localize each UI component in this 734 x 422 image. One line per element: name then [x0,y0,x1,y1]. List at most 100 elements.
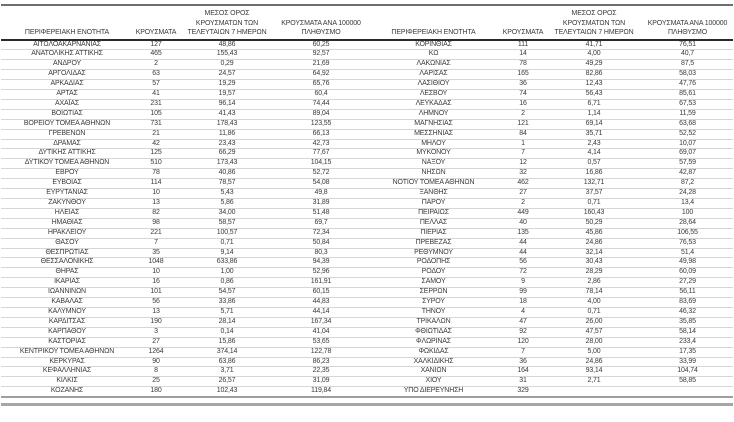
cases-cell: 98 [133,218,179,229]
per100k-cell: 65,76 [275,79,367,91]
region-cell: ΜΥΚΟΝΟΥ [367,148,500,160]
region-cell: ΗΜΑΘΙΑΣ [1,218,133,229]
table-row: ΗΜΑΘΙΑΣ 98 58,57 69,7 ΠΕΛΛΑΣ 40 50,29 28,64 [1,218,733,229]
cases-cell: 36 [500,357,546,368]
avg7-cell: 49,29 [546,59,642,71]
per100k-cell: 89,04 [275,109,367,120]
per100k-cell: 52,52 [642,129,733,140]
table-row: ΚΕΝΤΡΙΚΟΥ ΤΟΜΕΑ ΑΘΗΝΩΝ 1264 374,14 122,78 ΦΩ… [1,347,733,358]
cases-cell: 165 [500,69,546,81]
region-cell: ΛΑΚΩΝΙΑΣ [367,59,500,71]
per100k-cell: 64,92 [275,69,367,81]
avg7-cell: 63,86 [179,357,275,368]
table-row: ΒΟΙΩΤΙΑΣ 105 41,43 89,04 ΛΗΜΝΟΥ 2 1,14 11,59 [1,109,733,120]
avg7-cell: 24,86 [546,238,642,249]
table-row: ΔΥΤΙΚΗΣ ΑΤΤΙΚΗΣ 125 66,29 77,67 ΜΥΚΟΝΟΥ 7 4,14… [1,148,733,160]
avg7-header-line3: ΤΕΛΕΥΤΑΙΩΝ 7 ΗΜΕΡΩΝ [554,29,634,36]
per100k-cell: 22,35 [275,366,367,378]
table-row: ΘΕΣΣΑΛΟΝΙΚΗΣ 1048 633,86 94,39 ΡΟΔΟΠΗΣ 56 30,4… [1,257,733,269]
cases-cell: 120 [500,337,546,348]
cases-cell: 82 [133,208,179,219]
cases-cell: 231 [133,99,179,110]
region-cell: ΙΩΑΝΝΙΝΩΝ [1,287,133,299]
avg7-cell: 96,14 [179,99,275,110]
table-row: ΒΟΡΕΙΟΥ ΤΟΜΕΑ ΑΘΗΝΩΝ 731 178,43 123,55 ΜΑΓΝΗ… [1,119,733,130]
avg7-cell: 15,86 [179,337,275,348]
cases-cell: 121 [500,119,546,130]
per100k-cell: 94,39 [275,257,367,269]
avg7-cell: 100,57 [179,228,275,239]
per100k-cell: 10,07 [642,139,733,150]
bottom-rule [1,403,733,407]
avg7-cell: 0,29 [179,59,275,71]
table-header: ΠΕΡΙΦΕΡΕΙΑΚΗ ΕΝΟΤΗΤΑ ΚΡΟΥΣΜΑΤΑ ΜΕΣΟΣ ΟΡΟ… [1,5,733,41]
per100k-cell: 31,09 [275,376,367,388]
avg7-header-line2: ΚΡΟΥΣΜΑΤΩΝ ΤΩΝ [562,19,626,27]
per100k-cell: 56,11 [642,287,733,299]
avg7-cell: 0,71 [179,238,275,249]
cases-cell: 40 [500,218,546,229]
per100k-cell: 40,7 [642,49,733,61]
cases-cell: 74 [500,89,546,100]
table-row: ΑΧΑΪΑΣ 231 96,14 74,44 ΛΕΥΚΑΔΑΣ 16 6,71 67,53 [1,99,733,110]
cases-cell: 18 [500,297,546,308]
cases-cell: 13 [133,198,179,209]
per100k-cell: 60,09 [642,267,733,279]
region-cell: ΠΕΙΡΑΙΩΣ [367,208,500,219]
avg7-cell: 66,29 [179,148,275,160]
region-cell: ΘΕΣΠΡΩΤΙΑΣ [1,248,133,259]
region-cell: ΣΕΡΡΩΝ [367,287,500,299]
avg7-cell: 56,43 [546,89,642,100]
cases-cell: 25 [133,376,179,388]
per100k-header-line1: ΚΡΟΥΣΜΑΤΑ ΑΝΑ 100000 [647,19,728,27]
per100k-cell: 49,8 [275,188,367,199]
avg7-cell: 4,00 [546,297,642,308]
avg7-cell: 26,57 [179,376,275,388]
table-row: ΔΥΤΙΚΟΥ ΤΟΜΕΑ ΑΘΗΝΩΝ 510 173,43 104,15 ΝΑΞΟΥ… [1,158,733,170]
cases-cell: 31 [500,376,546,388]
cases-cell: 13 [133,307,179,318]
per100k-cell: 52,72 [275,168,367,180]
region-cell: ΚΕΝΤΡΙΚΟΥ ΤΟΜΕΑ ΑΘΗΝΩΝ [1,347,133,358]
cases-cell: 7 [133,238,179,249]
avg7-cell: 24,86 [546,357,642,368]
avg7-cell: 24,57 [179,69,275,81]
region-cell: ΡΕΘΥΜΝΟΥ [367,248,500,259]
cases-cell: 21 [133,129,179,140]
region-cell: ΕΒΡΟΥ [1,168,133,180]
region-cell: ΠΙΕΡΙΑΣ [367,228,500,239]
cases-cell: 135 [500,228,546,239]
per100k-cell: 72,34 [275,228,367,239]
regional-cases-table: ΠΕΡΙΦΕΡΕΙΑΚΗ ΕΝΟΤΗΤΑ ΚΡΟΥΣΜΑΤΑ ΜΕΣΟΣ ΟΡΟ… [1,4,733,399]
region-cell: ΜΑΓΝΗΣΙΑΣ [367,119,500,130]
cases-cell: 105 [133,109,179,120]
region-cell: ΚΑΛΥΜΝΟΥ [1,307,133,318]
table-row: ΚΕΡΚΥΡΑΣ 90 63,86 86,23 ΧΑΛΚΙΔΙΚΗΣ 36 24,86 33,… [1,357,733,368]
cases-cell: 56 [133,297,179,308]
avg7-cell: 1,00 [179,267,275,279]
per100k-cell: 60,4 [275,89,367,100]
avg7-cell: 16,86 [546,168,642,180]
column-header-region-right: ΠΕΡΙΦΕΡΕΙΑΚΗ ΕΝΟΤΗΤΑ [367,5,500,41]
avg7-cell: 9,14 [179,248,275,259]
table-row: ΚΑΛΥΜΝΟΥ 13 5,71 44,14 ΤΗΝΟΥ 4 0,71 46,32 [1,307,733,318]
avg7-header-line2: ΚΡΟΥΣΜΑΤΩΝ ΤΩΝ [195,19,259,27]
cases-cell: 111 [500,39,546,51]
per100k-cell: 54,08 [275,178,367,190]
table-row: ΕΥΒΟΙΑΣ 114 78,57 54,08 ΝΟΤΙΟΥ ΤΟΜΕΑ ΑΘΗΝΩΝ 4… [1,178,733,190]
region-cell: ΦΩΚΙΔΑΣ [367,347,500,358]
avg7-cell: 28,29 [546,267,642,279]
avg7-cell: 102,43 [179,386,275,399]
cases-cell: 90 [133,357,179,368]
region-cell: ΞΑΝΘΗΣ [367,188,500,199]
avg7-cell: 178,43 [179,119,275,130]
table-row: ΑΡΚΑΔΙΑΣ 57 19,29 65,76 ΛΑΣΙΘΙΟΥ 36 12,43 47,76 [1,79,733,91]
region-cell: ΑΡΓΟΛΙΔΑΣ [1,69,133,81]
per100k-cell: 76,51 [642,39,733,51]
table-row: ΘΑΣΟΥ 7 0,71 50,84 ΠΡΕΒΕΖΑΣ 44 24,86 76,53 [1,238,733,249]
cases-cell: 449 [500,208,546,219]
avg7-cell: 33,86 [179,297,275,308]
per100k-cell: 57,59 [642,158,733,170]
region-cell: ΛΑΣΙΘΙΟΥ [367,79,500,91]
per100k-cell: 87,2 [642,178,733,190]
